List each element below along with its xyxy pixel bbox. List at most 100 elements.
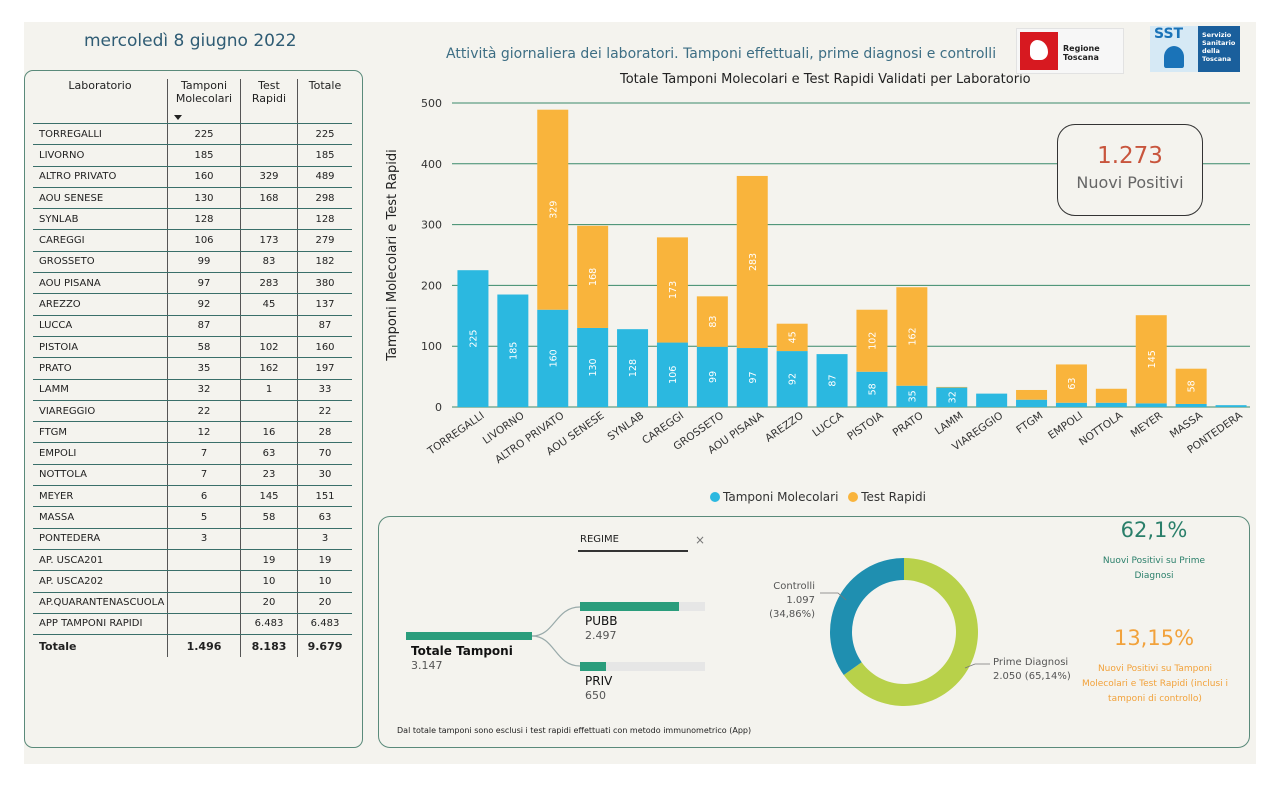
table-row[interactable]: NOTTOLA 7 23 30 [33,464,352,487]
sst-line: Toscana [1202,55,1232,63]
clear-filter-icon[interactable]: × [695,533,706,547]
bar-test-rapidi [577,225,609,328]
bar-test-rapidi [896,287,928,386]
bar-molecolari [816,354,848,407]
donut-slice-prime-diagnosi[interactable] [843,558,978,706]
table-row[interactable]: LUCCA 87 87 [33,315,352,337]
y-tick-label: 500 [421,97,442,110]
nuovi-positivi-label: Nuovi Positivi [1076,173,1184,192]
bar-molecolari [577,327,609,407]
cell-rap: 173 [240,229,298,252]
cell-mol: 160 [167,166,241,188]
totale-tamponi-bar[interactable] [406,632,532,640]
cell-tot: 225 [297,123,352,146]
lab-table: Laboratorio Tamponi Molecolari Test Rapi… [33,79,352,658]
table-row[interactable]: PONTEDERA 3 3 [33,528,352,550]
table-row[interactable]: APP TAMPONI RAPIDI 6.483 6.483 [33,613,352,636]
header-label: Tamponi Molecolari [175,79,233,105]
data-label-molecolari: 160 [548,349,559,367]
table-row[interactable]: AREZZO 92 45 137 [33,293,352,316]
sst-line: Servizio [1202,31,1232,39]
table-row[interactable]: EMPOLI 7 63 70 [33,442,352,465]
regime-filter-label[interactable]: REGIME [580,534,619,545]
data-label-rapidi: 58 [1187,380,1198,392]
cell-name: AOU PISANA [33,272,168,295]
table-row[interactable]: GROSSETO 99 83 182 [33,251,352,274]
total-name: Totale [33,634,168,658]
table-row[interactable]: PISTOIA 58 102 160 [33,336,352,359]
bar-test-rapidi [776,323,808,352]
table-row[interactable]: MASSA 5 58 63 [33,506,352,529]
priv-label: PRIV [585,674,613,688]
table-row[interactable]: AP. USCA202 10 10 [33,570,352,593]
pubb-bar[interactable] [580,602,705,611]
cell-mol: 5 [167,506,241,529]
table-row[interactable]: AP.QUARANTENASCUOLA 20 20 [33,592,352,614]
cell-tot: 10 [297,570,352,593]
data-label-molecolari: 92 [788,373,799,385]
cell-tot: 63 [297,506,352,529]
cell-tot: 3 [297,528,352,550]
sst-logo-short: SST [1154,26,1184,42]
cell-mol: 225 [167,123,241,146]
report-date: mercoledì 8 giugno 2022 [84,31,297,51]
pct-tamponi-value: 13,15% [1113,626,1195,650]
table-row[interactable]: TORREGALLI 225 225 [33,123,352,146]
header-tamponi-molecolari[interactable]: Tamponi Molecolari [167,79,241,124]
cell-mol: 106 [167,229,241,252]
header-label: Test Rapidi [251,79,287,105]
cell-mol [167,549,241,572]
data-label-molecolari: 58 [867,383,878,395]
donut-slice-controlli[interactable] [829,558,904,675]
table-row[interactable]: ALTRO PRIVATO 160 329 489 [33,166,352,188]
table-row[interactable]: SYNLAB 128 128 [33,208,352,231]
data-label-rapidi: 173 [668,281,679,299]
cell-name: LUCCA [33,315,168,337]
cell-rap [240,208,298,231]
table-row[interactable]: AOU PISANA 97 283 380 [33,272,352,295]
pct-prime-diagnosi-label: Nuovi Positivi su Prime Diagnosi [1102,556,1206,581]
header-laboratorio[interactable]: Laboratorio [33,79,168,124]
table-row[interactable]: AOU SENESE 130 168 298 [33,187,352,210]
table-row[interactable]: FTGM 12 16 28 [33,421,352,444]
legend-item-rapidi[interactable]: Test Rapidi [848,490,926,504]
cell-rap [240,315,298,337]
data-label-molecolari: 35 [907,390,918,402]
legend-item-molecolari[interactable]: Tamponi Molecolari [710,490,838,504]
bar-test-rapidi [936,386,968,388]
bar-test-rapidi [1175,368,1207,404]
table-row[interactable]: LIVORNO 185 185 [33,144,352,167]
bar-molecolari [856,371,888,407]
cell-tot: 70 [297,442,352,465]
chart-title: Totale Tamponi Molecolari e Test Rapidi … [620,72,1031,87]
table-row[interactable]: LAMM 32 1 33 [33,379,352,401]
logo-rt-text: Regione Toscana [1063,44,1100,62]
table-row[interactable]: PRATO 35 162 197 [33,357,352,380]
sst-logo: SST Servizio Sanitario della Toscana [1150,26,1240,72]
cell-name: AP. USCA201 [33,549,168,572]
table-row[interactable]: MEYER 6 145 151 [33,485,352,508]
header-totale[interactable]: Totale [297,79,352,124]
bar-molecolari [1055,402,1087,407]
cell-rap [240,528,298,550]
cell-mol: 185 [167,144,241,167]
bar-molecolari [656,342,688,407]
totale-tamponi-value: 3.147 [411,659,443,672]
cell-name: MEYER [33,485,168,508]
table-row[interactable]: CAREGGI 106 173 279 [33,229,352,252]
cell-mol: 128 [167,208,241,231]
y-tick-label: 100 [421,340,442,353]
cell-name: AREZZO [33,293,168,316]
donut-label-controlli: Controlli 1.097 (34,86%) [741,580,815,622]
sst-logo-name: Servizio Sanitario della Toscana [1198,26,1240,72]
priv-bar[interactable] [580,662,705,671]
table-row[interactable]: VIAREGGIO 22 22 [33,400,352,423]
header-test-rapidi[interactable]: Test Rapidi [240,79,298,124]
table-row[interactable]: AP. USCA201 19 19 [33,549,352,572]
nuovi-positivi-card: 1.273 Nuovi Positivi [1057,124,1203,216]
bar-molecolari [1095,402,1127,407]
bar-test-rapidi [1016,389,1048,400]
cell-name: CAREGGI [33,229,168,252]
data-label-rapidi: 329 [548,201,559,219]
pct-prime-diagnosi-value: 62,1% [1120,518,1188,542]
